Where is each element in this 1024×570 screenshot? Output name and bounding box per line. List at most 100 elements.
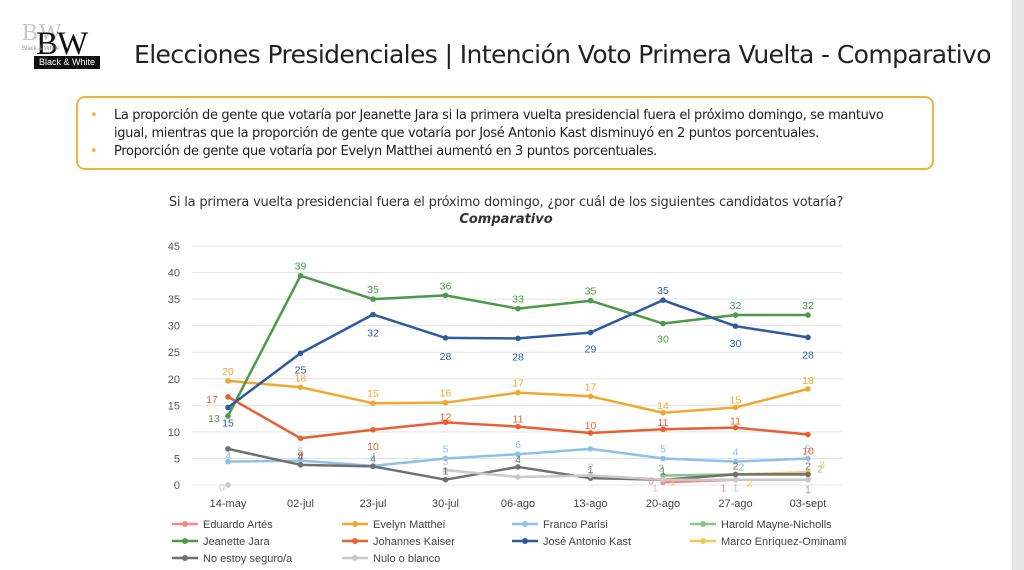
bullet-marker: •	[90, 144, 98, 159]
x-tick-label: 03-sept	[790, 498, 827, 510]
y-tick-label: 25	[168, 347, 180, 359]
data-point	[805, 455, 811, 462]
y-tick-label: 30	[168, 321, 180, 333]
data-label: 1	[652, 483, 658, 495]
x-tick-label: 20-ago	[646, 498, 680, 510]
data-label: 4	[733, 447, 739, 459]
data-point	[515, 389, 521, 396]
data-label: 39	[295, 261, 307, 273]
data-point	[660, 455, 666, 462]
legend-entry: José Antonio Kast	[543, 536, 631, 548]
x-tick-label: 27-ago	[718, 498, 752, 510]
data-label: 2	[747, 477, 753, 489]
legend-marker	[182, 521, 188, 527]
data-label: 10	[802, 446, 814, 458]
data-label: 16	[440, 388, 452, 400]
data-point	[442, 455, 449, 462]
data-label: 15	[367, 388, 379, 400]
x-tick-label: 23-jul	[360, 498, 387, 510]
data-point	[732, 458, 739, 465]
x-tick-label: 02-jul	[287, 498, 314, 510]
y-tick-label: 20	[168, 374, 180, 386]
legend-entry: Jeanette Jara	[203, 536, 271, 548]
data-point	[442, 399, 449, 406]
data-label: 25	[295, 364, 307, 376]
data-point	[732, 323, 739, 329]
legend-marker	[352, 538, 358, 544]
data-point	[225, 446, 231, 452]
data-point	[442, 476, 449, 483]
series-line	[445, 468, 808, 481]
data-label: 4	[370, 453, 376, 465]
data-point	[587, 393, 594, 400]
data-point	[805, 476, 811, 483]
y-tick-label: 0	[174, 480, 180, 492]
data-label: 1	[733, 483, 739, 495]
data-label: 2	[817, 463, 823, 475]
data-label: 17	[585, 381, 597, 393]
data-point	[732, 424, 739, 431]
data-point	[660, 472, 666, 479]
bullet-marker: •	[90, 108, 98, 123]
data-label: 10	[585, 420, 597, 432]
data-label: 32	[730, 300, 742, 312]
data-label: 5	[660, 443, 666, 455]
data-point	[297, 350, 304, 357]
data-point	[297, 384, 304, 391]
data-point	[370, 296, 376, 302]
x-tick-label: 14-may	[210, 498, 247, 510]
data-point	[225, 482, 231, 488]
legend-entry: Eduardo Artés	[203, 519, 273, 531]
data-label: 15	[222, 417, 234, 429]
legend-marker	[182, 555, 188, 561]
data-point	[732, 476, 739, 483]
legend-marker	[522, 521, 528, 527]
data-point	[225, 413, 231, 419]
y-tick-label: 35	[168, 294, 180, 306]
data-label: 29	[585, 344, 597, 356]
logo-ghost-text: BW	[22, 20, 63, 46]
data-label: 14	[657, 400, 669, 412]
data-label: 4	[370, 451, 376, 463]
data-point	[297, 435, 304, 442]
data-label: 4	[225, 451, 231, 463]
data-label: 20	[222, 366, 234, 378]
summary-bullet-2: • Proporción de gente que votaría por Eve…	[88, 143, 920, 161]
data-label: 5	[443, 443, 449, 455]
legend-entry: Marco Enríquez-Ominami	[721, 536, 846, 548]
data-point	[515, 474, 521, 480]
data-label: 17	[206, 394, 218, 406]
data-point	[370, 400, 376, 407]
data-label: 0	[648, 475, 654, 487]
data-point	[225, 404, 231, 411]
data-label: 9	[298, 449, 304, 461]
data-point	[805, 386, 811, 392]
legend-entry: Johannes Kaiser	[373, 536, 455, 548]
x-tick-label: 06-ago	[501, 498, 535, 510]
data-point	[732, 312, 739, 318]
data-label: 0	[219, 482, 225, 494]
data-point	[370, 463, 376, 470]
data-point	[587, 329, 594, 336]
data-point	[442, 419, 449, 426]
data-point	[732, 471, 739, 478]
data-label: 33	[512, 294, 524, 306]
y-tick-label: 40	[168, 268, 180, 280]
data-label: 28	[512, 351, 524, 363]
x-tick-label: 13-ago	[573, 498, 607, 510]
legend-marker	[182, 538, 188, 544]
window-scrollbar[interactable]	[1012, 0, 1024, 570]
data-label: 1	[443, 466, 449, 478]
data-point	[660, 297, 666, 303]
y-tick-label: 45	[168, 241, 180, 253]
data-label: 35	[367, 284, 379, 296]
data-point	[225, 394, 231, 400]
data-point	[442, 467, 449, 473]
y-tick-label: 5	[174, 453, 180, 465]
data-label: 12	[440, 411, 452, 423]
data-label: 35	[657, 285, 669, 297]
data-label: 30	[657, 334, 669, 346]
data-label: 1	[805, 484, 811, 496]
data-label: 18	[295, 372, 307, 384]
data-label: 13	[208, 413, 220, 425]
